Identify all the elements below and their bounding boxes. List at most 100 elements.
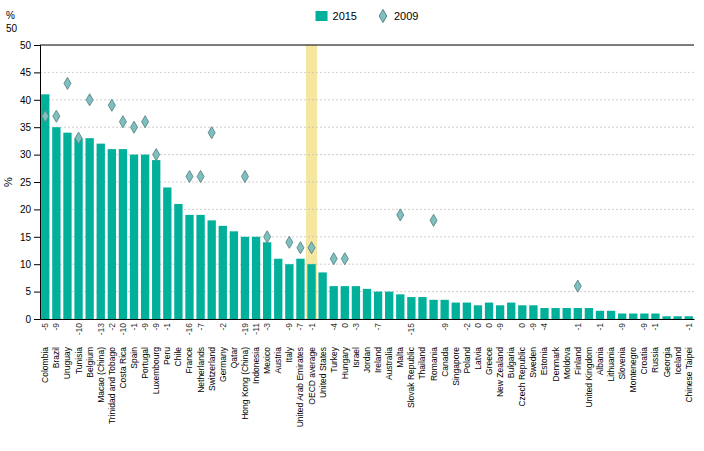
x-tick-label: Trinidad and Tobago xyxy=(107,347,117,424)
change-label: -1 xyxy=(573,323,583,331)
x-tick-label: Chinese Taipei xyxy=(684,347,694,403)
marker xyxy=(64,77,71,89)
x-tick: Finland xyxy=(573,319,583,375)
bar xyxy=(629,314,637,319)
change-label: -10 xyxy=(118,323,128,336)
x-tick-label: Latvia xyxy=(473,347,483,370)
x-tick: Netherlands xyxy=(196,319,206,393)
x-tick-label: Slovenia xyxy=(617,347,627,380)
bar xyxy=(474,305,482,319)
annotations: %50 xyxy=(6,10,18,34)
x-tick: Qatar xyxy=(229,319,239,368)
bar xyxy=(141,155,149,319)
x-tick: Macao (China) xyxy=(96,319,106,403)
change-label: -7 xyxy=(373,323,383,331)
x-tick-label: Israel xyxy=(351,347,361,368)
bar xyxy=(108,149,116,319)
y-axis-title: % xyxy=(2,177,14,187)
x-tick: Czech Republic xyxy=(517,319,527,407)
change-label: -9 xyxy=(617,323,627,331)
x-tick: Costa Rica xyxy=(118,319,128,389)
x-tick: Brazil xyxy=(51,319,61,368)
x-tick: Slovenia xyxy=(617,319,627,380)
x-tick-label: Italy xyxy=(284,346,294,362)
y-tick-mark xyxy=(34,100,40,101)
x-tick: Albania xyxy=(595,319,605,375)
bar xyxy=(296,259,304,319)
bar xyxy=(518,305,526,319)
x-tick-label: Lithuania xyxy=(606,347,616,382)
bar xyxy=(119,149,127,319)
bar xyxy=(285,264,293,319)
marker xyxy=(308,242,315,254)
plot-area: 05101520253035404550ColombiaBrazilUrugua… xyxy=(20,40,695,428)
x-tick: Estonia xyxy=(539,319,549,375)
x-tick-label: Georgia xyxy=(662,347,672,378)
grid-line xyxy=(40,99,694,100)
x-tick-label: Slovak Republic xyxy=(406,346,416,408)
x-tick-label: New Zealand xyxy=(495,347,505,397)
change-label: -4 xyxy=(539,323,549,331)
y-tick-mark xyxy=(34,292,40,293)
change-labels: -5-9-10-13-2-10-1-9-9-1-16-7-2-19-11-3-9… xyxy=(40,323,693,336)
y-tick-mark xyxy=(34,319,40,320)
bar xyxy=(330,286,338,319)
x-tick-label: Austria xyxy=(273,347,283,374)
x-tick-label: Portugal xyxy=(140,347,150,379)
x-tick: Trinidad and Tobago xyxy=(107,319,117,424)
x-tick-label: Qatar xyxy=(229,347,239,368)
grid-line xyxy=(40,45,694,46)
x-tick-label: Singapore xyxy=(451,347,461,386)
change-label: -9 xyxy=(140,323,150,331)
legend: 20152009 xyxy=(316,9,419,22)
x-tick: Mexico xyxy=(262,319,272,374)
x-tick: OECD average xyxy=(307,319,317,405)
x-tick: Germany xyxy=(218,319,228,382)
x-tick-label: France xyxy=(184,347,194,374)
y-tick: 5 xyxy=(25,286,40,297)
bar xyxy=(185,215,193,319)
bar xyxy=(241,237,249,319)
x-tick: Peru xyxy=(162,319,172,365)
x-tick: Moldova xyxy=(562,319,572,379)
bar xyxy=(152,160,160,319)
bar xyxy=(596,311,604,319)
y-axis-line xyxy=(34,46,41,320)
bar xyxy=(219,226,227,319)
change-label: -5 xyxy=(40,323,50,331)
marker xyxy=(86,94,93,106)
x-tick-label: Uruguay xyxy=(62,346,72,379)
x-tick: United Kingdom xyxy=(584,319,594,407)
x-tick: Ireland xyxy=(373,319,383,373)
bar xyxy=(485,303,493,319)
marker xyxy=(341,253,348,265)
y-tick-mark xyxy=(34,264,40,265)
bar xyxy=(196,215,204,319)
x-tick: Chinese Taipei xyxy=(684,319,694,403)
x-tick-label: Brazil xyxy=(51,347,61,368)
x-tick: Austria xyxy=(273,319,283,373)
x-tick-label: Moldova xyxy=(562,347,572,379)
bar xyxy=(651,314,659,319)
y-tick-label: 40 xyxy=(20,95,32,106)
x-axis: ColombiaBrazilUruguayTunisiaBelgiumMacao… xyxy=(40,319,694,427)
top-line xyxy=(40,44,694,45)
bar xyxy=(407,297,415,319)
change-label: -2 xyxy=(462,323,472,331)
x-tick-label: Switzerland xyxy=(207,347,217,391)
x-tick-label: Estonia xyxy=(539,347,549,376)
x-tick-label: United Arab Emirates xyxy=(295,347,305,427)
x-tick-label: Ireland xyxy=(373,347,383,373)
x-tick: Jordan xyxy=(362,319,372,373)
bar xyxy=(540,308,548,319)
x-tick: Spain xyxy=(129,319,139,369)
x-tick: Chile xyxy=(173,319,183,366)
bar xyxy=(685,316,693,319)
x-tick: France xyxy=(184,319,194,373)
x-tick: Thailand xyxy=(417,319,427,380)
x-tick: Singapore xyxy=(451,319,461,386)
y-tick: 40 xyxy=(20,95,40,106)
change-label: -1 xyxy=(684,323,694,331)
x-tick: Denmark xyxy=(551,319,561,381)
y-tick: 35 xyxy=(20,122,40,133)
